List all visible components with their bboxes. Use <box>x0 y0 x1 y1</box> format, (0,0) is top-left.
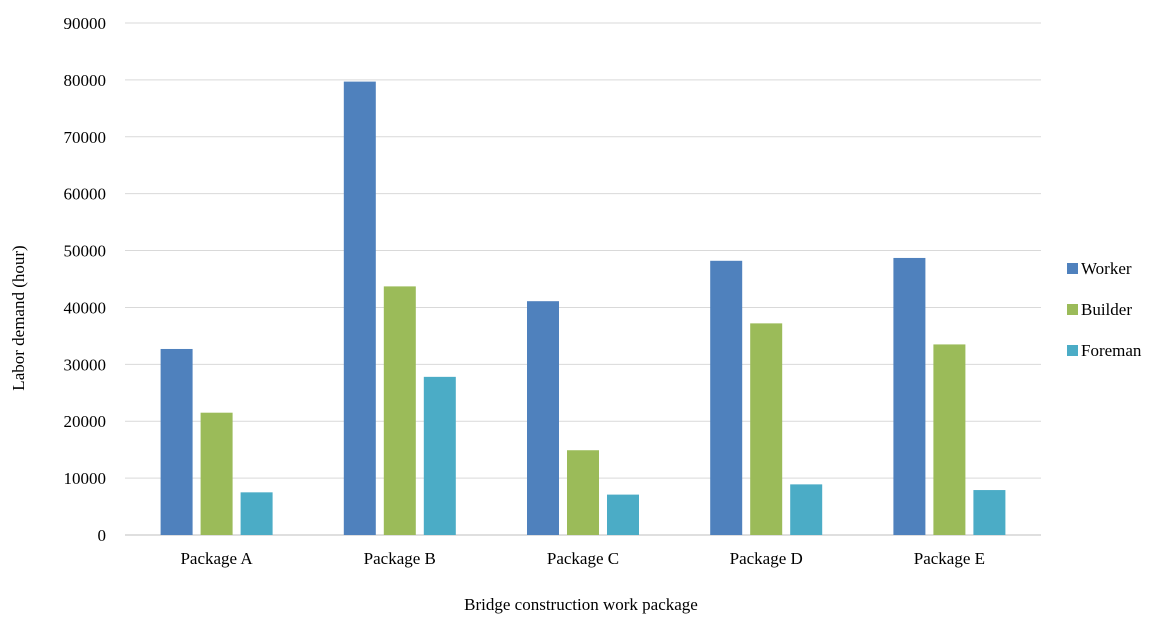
y-tick-label: 80000 <box>64 71 107 90</box>
y-tick-label: 60000 <box>64 185 107 204</box>
bar-builder-package-b <box>383 286 416 535</box>
x-tick-label: Package A <box>180 549 253 568</box>
x-tick-label: Package B <box>364 549 436 568</box>
bar-worker-package-c <box>527 301 559 535</box>
bar-foreman-package-e <box>973 490 1006 535</box>
y-tick-label: 90000 <box>64 14 107 33</box>
bar-foreman-package-c <box>607 494 639 535</box>
x-tick-label: Package D <box>730 549 803 568</box>
x-tick-label: Package C <box>547 549 619 568</box>
y-tick-label: 10000 <box>64 469 107 488</box>
bar-foreman-package-d <box>790 484 823 535</box>
legend-label-builder: Builder <box>1081 300 1132 319</box>
gridlines <box>125 22 1041 479</box>
bar-worker-package-a <box>160 348 193 535</box>
y-axis-title: Labor demand (hour) <box>9 245 28 390</box>
bar-worker-package-e <box>893 257 926 535</box>
y-tick-label: 40000 <box>64 298 107 317</box>
bar-builder-package-d <box>750 323 783 535</box>
bar-worker-package-d <box>710 260 743 535</box>
y-axis-tick-labels: 0 10000 20000 30000 40000 50000 60000 70000 8000… <box>64 14 107 545</box>
y-tick-label: 70000 <box>64 128 107 147</box>
y-tick-label: 0 <box>98 526 107 545</box>
x-tick-label: Package E <box>914 549 985 568</box>
x-axis-title: Bridge construction work package <box>464 595 698 614</box>
y-tick-label: 30000 <box>64 355 107 374</box>
legend-label-foreman: Foreman <box>1081 341 1142 360</box>
y-tick-label: 20000 <box>64 412 107 431</box>
bar-foreman-package-a <box>240 492 273 535</box>
bar-builder-package-c <box>567 450 599 535</box>
bar-builder-package-e <box>933 344 966 535</box>
legend-label-worker: Worker <box>1081 259 1132 278</box>
legend-swatch-builder <box>1067 304 1078 315</box>
bar-foreman-package-b <box>423 376 456 535</box>
bar-builder-package-a <box>200 412 233 535</box>
x-axis-tick-labels: Package A Package B Package C Package D Pack… <box>180 549 985 568</box>
legend: Worker Builder Foreman <box>1067 259 1142 360</box>
bar-worker-package-b <box>343 81 376 536</box>
legend-swatch-foreman <box>1067 345 1078 356</box>
legend-swatch-worker <box>1067 263 1078 274</box>
y-tick-label: 50000 <box>64 242 107 261</box>
bars <box>160 81 1006 536</box>
